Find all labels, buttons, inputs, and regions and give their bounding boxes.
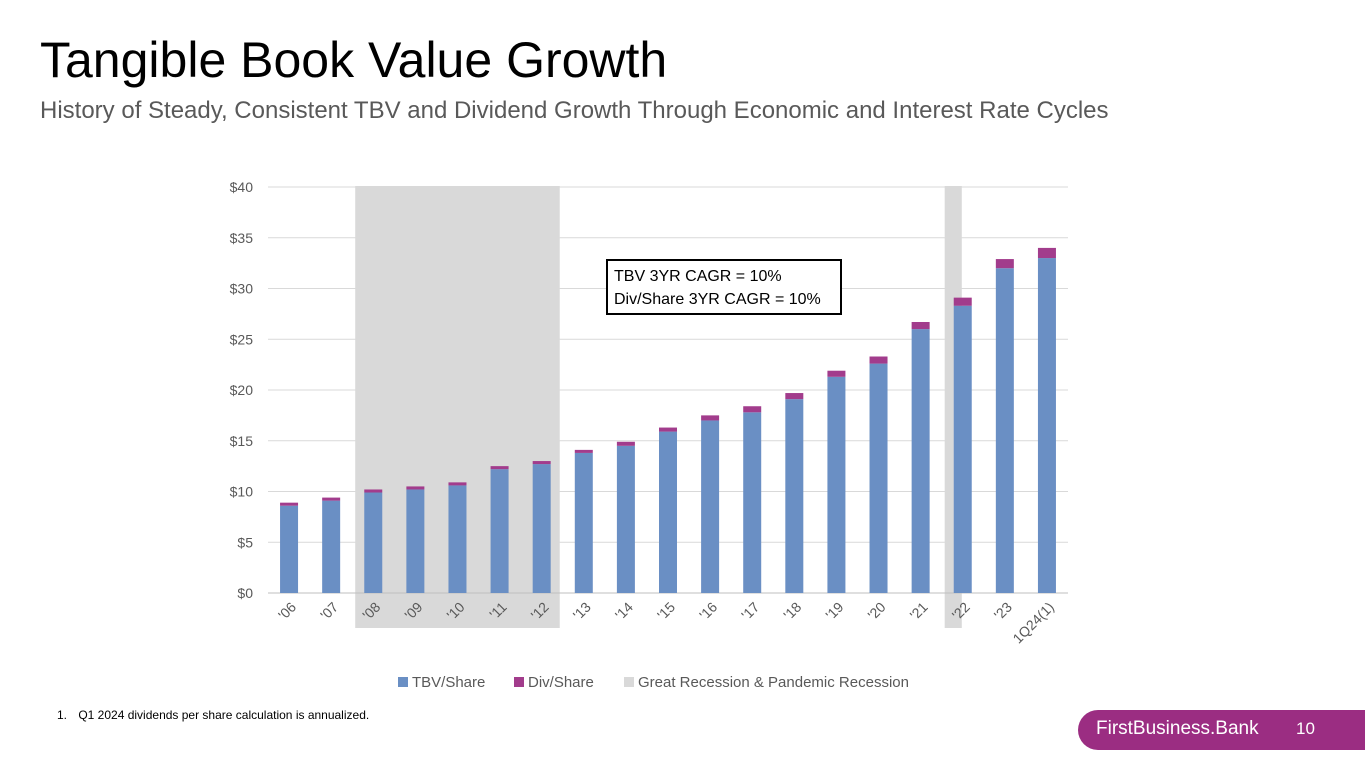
div-bar: [490, 466, 509, 470]
y-tick-label: $40: [230, 179, 254, 195]
div-bar: [911, 321, 930, 330]
div-bar: [743, 406, 762, 413]
tbv-bar: [995, 268, 1014, 593]
tbv-bar: [785, 399, 804, 593]
page-number: 10: [1296, 719, 1315, 738]
tbv-bar: [406, 489, 425, 593]
x-tick-label: '13: [570, 599, 594, 623]
x-tick-label: '16: [696, 599, 720, 623]
tbv-bar: [953, 305, 972, 593]
y-tick-label: $10: [230, 484, 254, 500]
div-bar: [869, 356, 888, 364]
y-tick-label: $35: [230, 230, 254, 246]
tbv-bar: [743, 412, 762, 593]
page-subtitle: History of Steady, Consistent TBV and Di…: [40, 97, 1109, 124]
tbv-bar: [574, 452, 593, 593]
div-bar: [322, 497, 341, 501]
div-bar: [659, 427, 677, 432]
div-bar: [616, 441, 635, 446]
y-tick-label: $0: [237, 585, 253, 601]
tbv-bar: [659, 431, 677, 593]
tbv-bar: [1037, 258, 1056, 593]
y-tick-label: $25: [230, 331, 254, 347]
div-bar: [953, 297, 972, 306]
div-bar: [406, 486, 425, 490]
brand-banner: FirstBusiness.Bank 10: [1078, 710, 1365, 750]
tbv-bar: [869, 363, 888, 593]
x-tick-label: '20: [864, 599, 888, 623]
x-tick-label: '23: [991, 599, 1015, 623]
footnote-number: 1.: [57, 708, 68, 722]
footnote-text: Q1 2024 dividends per share calculation …: [78, 708, 370, 722]
tbv-bar: [364, 492, 383, 593]
x-tick-label: '14: [612, 599, 636, 623]
legend-div-swatch: [514, 677, 524, 687]
page-title: Tangible Book Value Growth: [40, 32, 668, 88]
y-tick-label: $5: [237, 534, 253, 550]
div-bar: [280, 502, 299, 506]
legend-tbv-swatch: [398, 677, 408, 687]
tbv-bar: [827, 376, 846, 593]
legend-div-label: Div/Share: [528, 674, 594, 691]
x-tick-label: '19: [822, 599, 846, 623]
tbv-chart: $0$5$10$15$20$25$30$35$40'06'07'08'09'10…: [230, 179, 1068, 691]
brand-logo-text: FirstBusiness.Bank: [1096, 718, 1259, 739]
legend-recession-label: Great Recession & Pandemic Recession: [638, 674, 909, 691]
div-bar: [364, 489, 383, 493]
div-bar: [827, 370, 846, 377]
y-tick-label: $20: [230, 382, 254, 398]
tbv-bar: [701, 420, 720, 593]
x-tick-label: 1Q24(1): [1009, 599, 1057, 647]
div-bar: [995, 259, 1014, 269]
x-tick-label: '17: [738, 599, 762, 623]
x-tick-label: '18: [780, 599, 804, 623]
x-tick-label: '06: [275, 599, 299, 623]
x-tick-label: '21: [907, 599, 931, 623]
cagr-annotation: TBV 3YR CAGR = 10% Div/Share 3YR CAGR = …: [606, 259, 842, 315]
div-bar: [532, 461, 551, 465]
div-bar: [701, 415, 720, 421]
div-bar: [448, 482, 467, 486]
x-tick-label: '07: [317, 599, 341, 623]
y-tick-label: $15: [230, 433, 254, 449]
legend-recession-swatch: [624, 677, 634, 687]
div-cagr-text: Div/Share 3YR CAGR = 10%: [614, 291, 821, 308]
div-bar: [785, 393, 804, 400]
tbv-bar: [911, 329, 930, 593]
y-tick-label: $30: [230, 281, 254, 297]
tbv-bar: [616, 445, 635, 593]
x-tick-label: '15: [654, 599, 678, 623]
tbv-bar: [280, 505, 299, 593]
legend-tbv-label: TBV/Share: [412, 674, 485, 691]
div-bar: [1037, 247, 1056, 259]
tbv-bar: [532, 464, 551, 593]
tbv-bar: [322, 500, 341, 593]
tbv-bar: [490, 469, 509, 593]
div-bar: [574, 449, 593, 453]
footnote: 1. Q1 2024 dividends per share calculati…: [57, 708, 369, 722]
tbv-cagr-text: TBV 3YR CAGR = 10%: [614, 268, 782, 285]
tbv-bar: [448, 485, 467, 593]
